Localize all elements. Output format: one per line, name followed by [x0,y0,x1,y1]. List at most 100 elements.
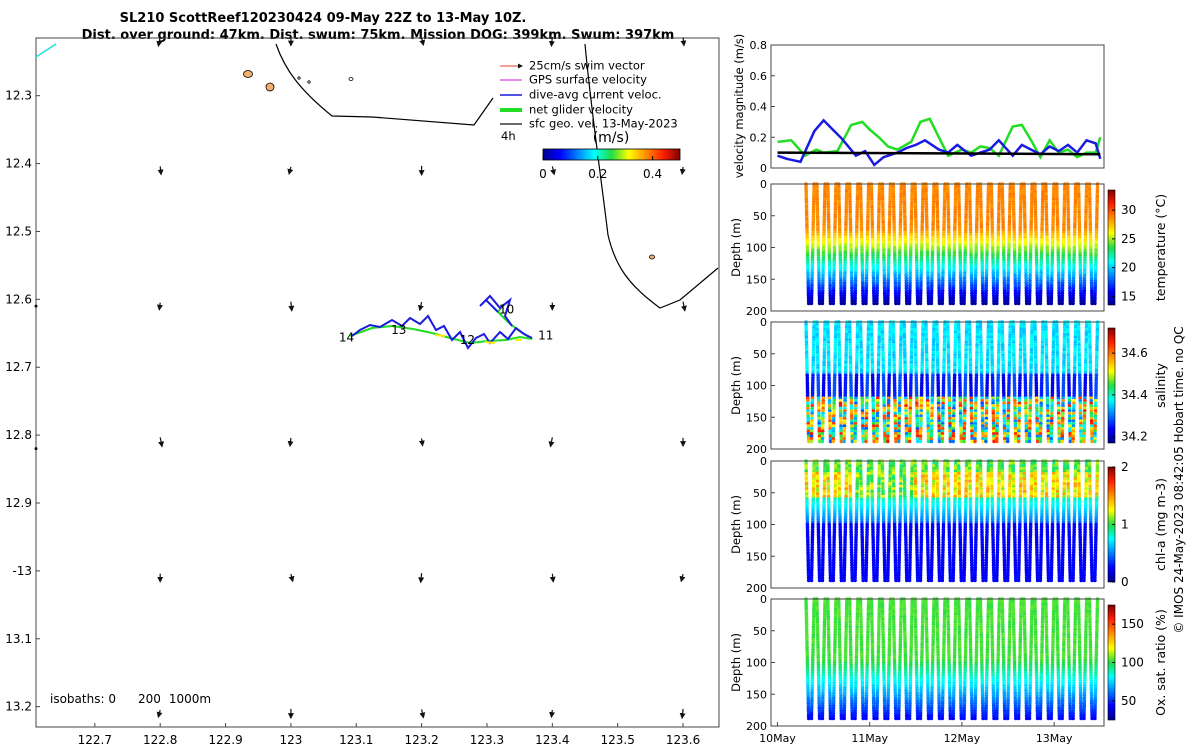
profile-sample [1001,207,1005,212]
profile-sample [854,258,858,263]
profile-sample [908,268,913,273]
profile-sample [951,281,956,285]
profile-sample [968,222,973,227]
profile-sample [832,240,837,245]
profile-sample [953,215,957,219]
profile-sample [924,194,928,199]
profile-sample [823,184,827,189]
profile-sample [920,210,925,214]
profile-sample [855,202,860,207]
profile-sample [810,263,815,268]
profile-sample [1017,281,1021,285]
profile-sample [926,278,930,283]
profile-sample [861,301,865,306]
profile-sample [842,291,847,296]
profile-sample [816,240,820,245]
profile-sample [1007,210,1012,214]
profile-sample [968,202,972,207]
profile-sample [930,281,934,285]
profile-sample [907,299,912,303]
profile-sample [942,227,946,232]
profile-sample [991,283,996,288]
profile-sample [1022,197,1027,201]
profile-sample [815,212,820,217]
profile-sample [947,248,951,252]
profile-sample [990,207,994,212]
profile-sample [865,240,870,245]
profile-sample [958,235,962,240]
profile-sample [843,233,848,237]
profile-sample [995,439,999,444]
profile-sample [1006,258,1011,263]
profile-sample [992,301,996,306]
sfc-vector [679,574,686,583]
profile-sample [809,299,814,303]
profile-sample [838,260,843,265]
profile-sample [804,197,809,201]
profile-sample [962,294,966,298]
profile-sample [870,212,874,217]
depth-tick-label: 100 [746,242,767,255]
profile-sample [839,299,844,303]
profile-sample [984,273,989,278]
profile-sample [915,288,920,293]
profile-sample [847,184,852,189]
profile-sample [904,260,908,265]
profile-sample [842,294,847,298]
profile-sample [1006,266,1011,270]
profile-sample [984,268,989,273]
profile-sample [805,240,810,245]
profile-sample [870,202,874,207]
profile-sample [937,271,941,275]
profile-sample [1012,212,1016,217]
profile-sample [1006,276,1010,280]
profile-sample [892,248,897,252]
profile-sample [1007,235,1011,240]
profile-sample [969,273,974,278]
profile-sample [1093,301,1097,306]
profile-sample [1024,296,1029,301]
profile-sample [957,225,962,229]
profile-sample [1001,243,1006,247]
profile-sample [936,235,940,240]
profile-sample [997,184,1002,189]
profile-sample [869,197,874,201]
profile-sample [881,238,886,242]
profile-sample [943,187,947,191]
profile-sample [981,291,985,296]
profile-sample [952,253,957,257]
profile-sample [844,222,848,227]
profile-sample [904,271,908,275]
map-cb-tick-label: 0 [539,167,547,181]
profile-sample [826,220,831,224]
profile-sample [898,210,903,214]
profile-sample [986,210,990,214]
profile-sample [849,266,854,270]
profile-sample [951,278,956,283]
profile-sample [865,263,869,268]
profile-sample [913,202,918,207]
profile-sample [908,260,913,265]
profile-sample [896,439,901,444]
profile-sample [810,245,815,250]
profile-sample [1023,253,1028,257]
profile-sample [931,235,935,240]
profile-sample [822,202,827,207]
profile-sample [865,258,869,263]
profile-sample [957,212,962,217]
profile-sample [887,245,891,250]
profile-sample [876,250,880,255]
profile-sample [823,187,827,191]
profile-sample [1024,288,1029,293]
profile-sample [809,294,814,298]
profile-sample [1023,225,1027,229]
profile-sample [997,192,1001,196]
profile-sample [826,194,830,199]
profile-sample [854,253,858,257]
profile-sample [959,291,963,296]
profile-sample [984,281,989,285]
profile-sample [844,189,849,194]
reef-2 [265,82,275,92]
profile-sample [892,227,896,232]
